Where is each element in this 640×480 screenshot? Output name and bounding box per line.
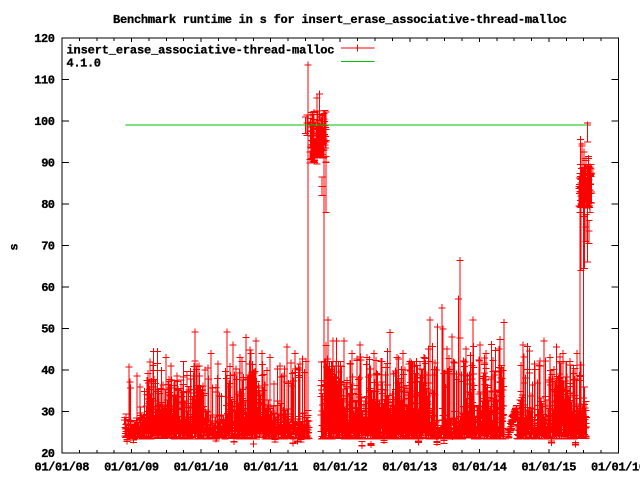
svg-text:01/01/15: 01/01/15 <box>521 461 576 475</box>
svg-text:01/01/14: 01/01/14 <box>452 461 507 475</box>
svg-text:60: 60 <box>41 281 55 295</box>
svg-text:100: 100 <box>34 115 55 129</box>
svg-text:110: 110 <box>34 74 55 88</box>
svg-text:01/01/10: 01/01/10 <box>174 461 229 475</box>
svg-text:90: 90 <box>41 157 55 171</box>
svg-text:01/01/11: 01/01/11 <box>243 461 298 475</box>
svg-text:30: 30 <box>41 406 55 420</box>
svg-text:s: s <box>8 243 22 250</box>
svg-text:insert_erase_associative-threa: insert_erase_associative-thread-malloc <box>67 44 335 58</box>
svg-text:01/01/16: 01/01/16 <box>591 461 640 475</box>
svg-text:01/01/09: 01/01/09 <box>104 461 159 475</box>
svg-text:50: 50 <box>41 323 55 337</box>
svg-text:120: 120 <box>34 32 55 46</box>
svg-text:01/01/13: 01/01/13 <box>382 461 437 475</box>
svg-text:01/01/08: 01/01/08 <box>35 461 90 475</box>
svg-text:40: 40 <box>41 364 55 378</box>
svg-text:4.1.0: 4.1.0 <box>67 57 102 71</box>
svg-text:01/01/12: 01/01/12 <box>313 461 368 475</box>
svg-text:20: 20 <box>41 447 55 461</box>
svg-text:Benchmark runtime in s for ins: Benchmark runtime in s for insert_erase_… <box>113 13 567 27</box>
svg-text:70: 70 <box>41 240 55 254</box>
svg-text:80: 80 <box>41 198 55 212</box>
